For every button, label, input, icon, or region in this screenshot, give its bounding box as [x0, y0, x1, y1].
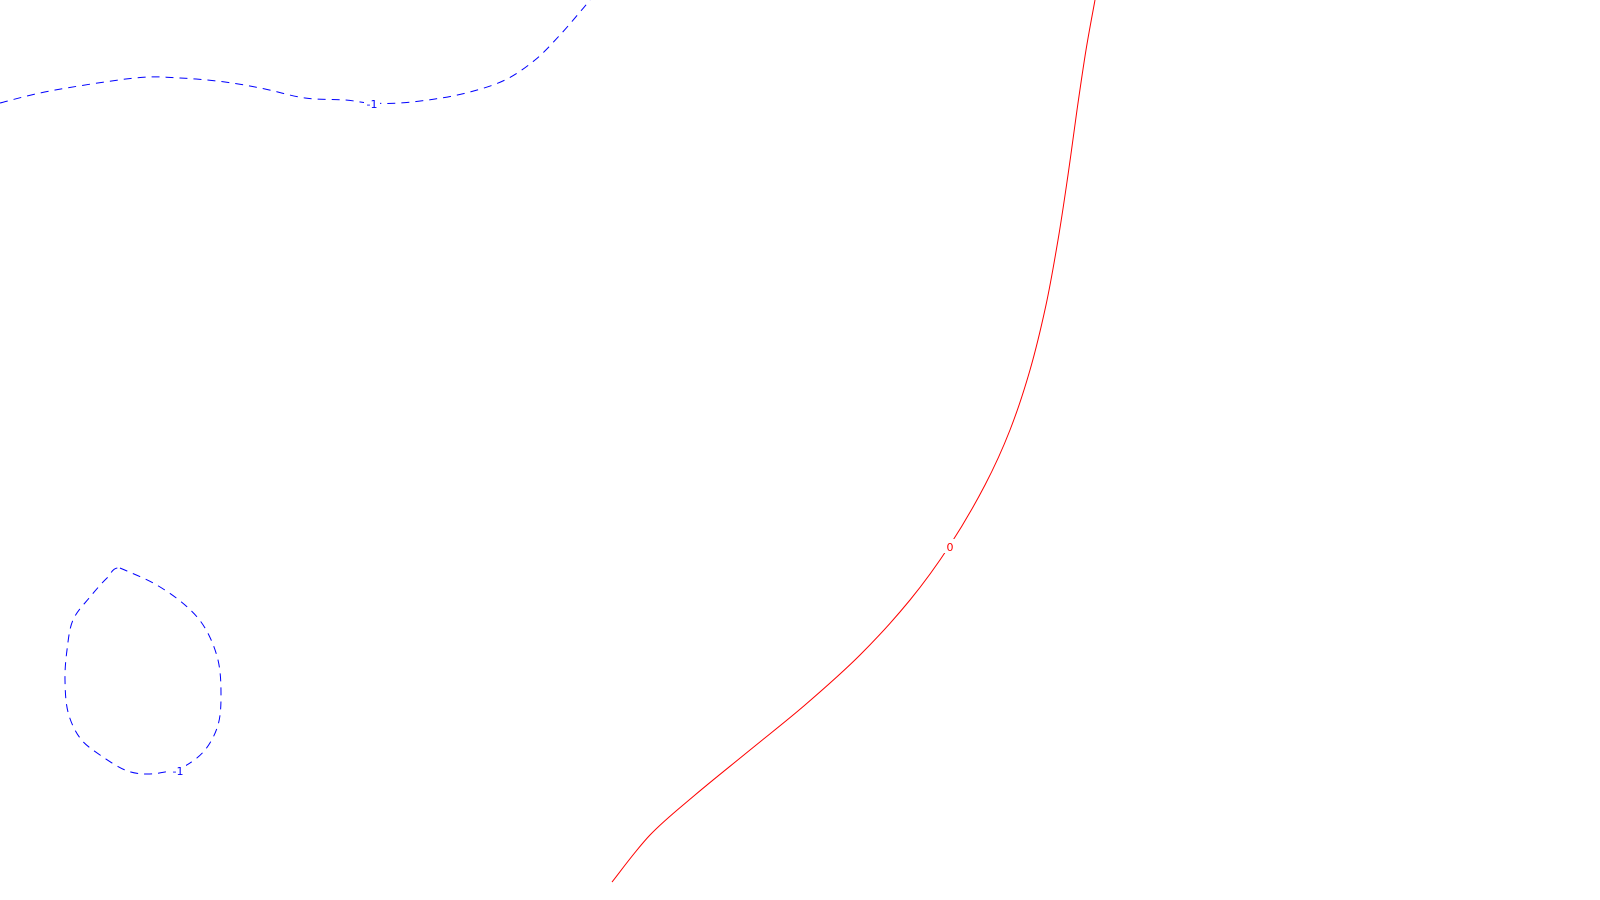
contour-labels-group: -1 -1 0 [170, 96, 958, 778]
contour-lines-group [0, 0, 1096, 883]
contour-line-level-neg1-top-curve [0, 0, 591, 104]
contour-label-background [170, 763, 186, 777]
contour-line-level-neg1-bottom-loop [64, 567, 222, 775]
contour-label-background [942, 539, 958, 553]
contour-label-top-curve: -1 [367, 98, 378, 111]
contour-line-level-0-zero-line [611, 0, 1096, 883]
contour-label-bottom-loop: -1 [173, 765, 184, 778]
contour-label-background [364, 96, 380, 110]
contour-label-zero-line: 0 [947, 541, 954, 554]
